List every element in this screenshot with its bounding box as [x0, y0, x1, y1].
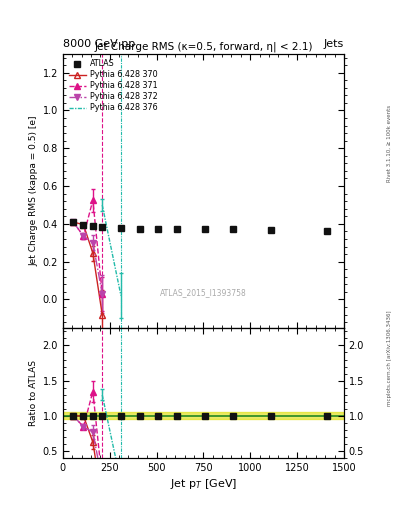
- X-axis label: Jet p$_{T}$ [GeV]: Jet p$_{T}$ [GeV]: [170, 477, 237, 492]
- Title: Jet Charge RMS (κ=0.5, forward, η| < 2.1): Jet Charge RMS (κ=0.5, forward, η| < 2.1…: [94, 41, 312, 52]
- Text: Rivet 3.1.10, ≥ 100k events: Rivet 3.1.10, ≥ 100k events: [387, 105, 391, 182]
- Text: Jets: Jets: [323, 38, 344, 49]
- Text: 8000 GeV pp: 8000 GeV pp: [63, 38, 135, 49]
- Text: ATLAS_2015_I1393758: ATLAS_2015_I1393758: [160, 288, 247, 296]
- Y-axis label: Jet Charge RMS (kappa = 0.5) [e]: Jet Charge RMS (kappa = 0.5) [e]: [29, 116, 39, 266]
- Legend: ATLAS, Pythia 6.428 370, Pythia 6.428 371, Pythia 6.428 372, Pythia 6.428 376: ATLAS, Pythia 6.428 370, Pythia 6.428 37…: [65, 56, 161, 116]
- Text: mcplots.cern.ch [arXiv:1306.3436]: mcplots.cern.ch [arXiv:1306.3436]: [387, 311, 391, 406]
- Y-axis label: Ratio to ATLAS: Ratio to ATLAS: [29, 360, 39, 426]
